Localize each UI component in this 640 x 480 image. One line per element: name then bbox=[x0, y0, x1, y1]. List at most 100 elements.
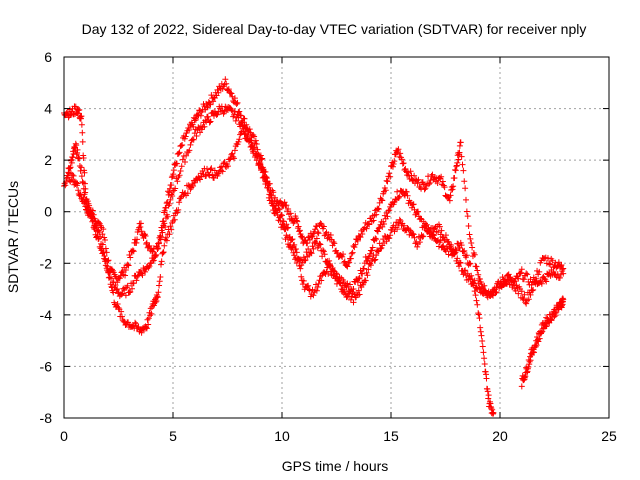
data-point bbox=[118, 313, 125, 320]
data-point bbox=[367, 262, 374, 269]
data-point bbox=[455, 240, 462, 247]
y-tick-label: -8 bbox=[40, 410, 53, 426]
data-point bbox=[73, 142, 80, 149]
data-point bbox=[301, 257, 308, 264]
data-point bbox=[156, 235, 163, 242]
data-point bbox=[174, 209, 181, 216]
data-point bbox=[132, 320, 139, 327]
data-point bbox=[330, 239, 337, 246]
data-point bbox=[434, 179, 441, 186]
data-point bbox=[300, 277, 307, 284]
data-point bbox=[238, 129, 245, 136]
data-point bbox=[359, 270, 366, 277]
data-point bbox=[468, 272, 475, 279]
data-point bbox=[462, 196, 469, 203]
data-point bbox=[171, 216, 178, 223]
data-point bbox=[350, 285, 357, 292]
data-point bbox=[341, 288, 348, 295]
data-point bbox=[421, 186, 428, 193]
data-point bbox=[313, 223, 320, 230]
data-point bbox=[75, 187, 82, 194]
data-point bbox=[166, 200, 173, 207]
data-point bbox=[529, 287, 536, 294]
data-point bbox=[319, 247, 326, 254]
data-point bbox=[314, 229, 321, 236]
data-point bbox=[83, 207, 90, 214]
data-point bbox=[425, 181, 432, 188]
data-point bbox=[518, 288, 525, 295]
y-tick-label: 2 bbox=[44, 152, 52, 168]
data-point bbox=[279, 212, 285, 219]
data-point bbox=[396, 193, 403, 200]
data-point bbox=[542, 323, 549, 330]
data-point bbox=[316, 240, 323, 247]
data-point bbox=[470, 280, 477, 287]
data-point bbox=[439, 178, 446, 185]
data-point bbox=[446, 197, 453, 204]
data-point bbox=[204, 104, 211, 111]
data-point bbox=[99, 241, 106, 248]
data-point bbox=[339, 253, 346, 260]
data-point bbox=[352, 241, 359, 248]
data-point bbox=[483, 375, 490, 382]
data-point bbox=[297, 265, 304, 272]
data-point bbox=[457, 260, 464, 267]
data-point bbox=[229, 93, 236, 100]
data-point bbox=[152, 252, 159, 259]
y-tick-label: -4 bbox=[40, 307, 53, 323]
data-point bbox=[252, 137, 259, 144]
data-point bbox=[448, 186, 455, 193]
data-point bbox=[158, 261, 165, 268]
data-point bbox=[154, 294, 161, 301]
data-point bbox=[512, 287, 519, 294]
data-point bbox=[231, 111, 238, 118]
data-point bbox=[244, 132, 251, 139]
data-point bbox=[312, 238, 319, 245]
data-point bbox=[452, 246, 459, 253]
data-point bbox=[422, 223, 429, 230]
data-point bbox=[168, 182, 175, 189]
data-point bbox=[259, 155, 266, 162]
data-point bbox=[452, 166, 459, 173]
data-point bbox=[155, 289, 162, 296]
data-point bbox=[372, 235, 379, 242]
data-point bbox=[89, 207, 96, 214]
data-point bbox=[518, 266, 525, 273]
data-point bbox=[539, 328, 546, 335]
data-point bbox=[127, 254, 134, 261]
data-point bbox=[366, 253, 373, 260]
data-point bbox=[177, 167, 184, 174]
data-point bbox=[293, 249, 300, 256]
data-point bbox=[143, 324, 150, 331]
data-point bbox=[410, 231, 417, 238]
data-point bbox=[308, 233, 315, 240]
data-point bbox=[385, 207, 392, 214]
data-point bbox=[122, 292, 129, 299]
data-point bbox=[149, 248, 156, 255]
data-point bbox=[248, 139, 255, 146]
data-point bbox=[254, 146, 261, 153]
data-point bbox=[92, 223, 99, 230]
data-point bbox=[341, 258, 348, 265]
data-point bbox=[463, 252, 470, 259]
data-point bbox=[407, 168, 414, 175]
data-point bbox=[275, 205, 282, 212]
data-point bbox=[388, 227, 395, 234]
data-point bbox=[456, 263, 463, 270]
x-tick-label: 10 bbox=[274, 428, 290, 444]
data-point bbox=[523, 300, 530, 307]
data-point bbox=[411, 234, 418, 241]
data-point bbox=[559, 267, 566, 274]
data-point bbox=[133, 239, 140, 246]
data-point bbox=[493, 289, 500, 296]
data-point bbox=[396, 216, 403, 223]
data-point bbox=[142, 268, 149, 275]
data-point bbox=[134, 236, 141, 243]
data-point bbox=[186, 126, 193, 133]
data-point bbox=[273, 200, 280, 207]
data-point bbox=[181, 159, 188, 166]
data-point bbox=[330, 267, 337, 274]
data-point bbox=[241, 115, 248, 122]
data-point bbox=[69, 171, 76, 178]
data-point bbox=[126, 289, 133, 296]
